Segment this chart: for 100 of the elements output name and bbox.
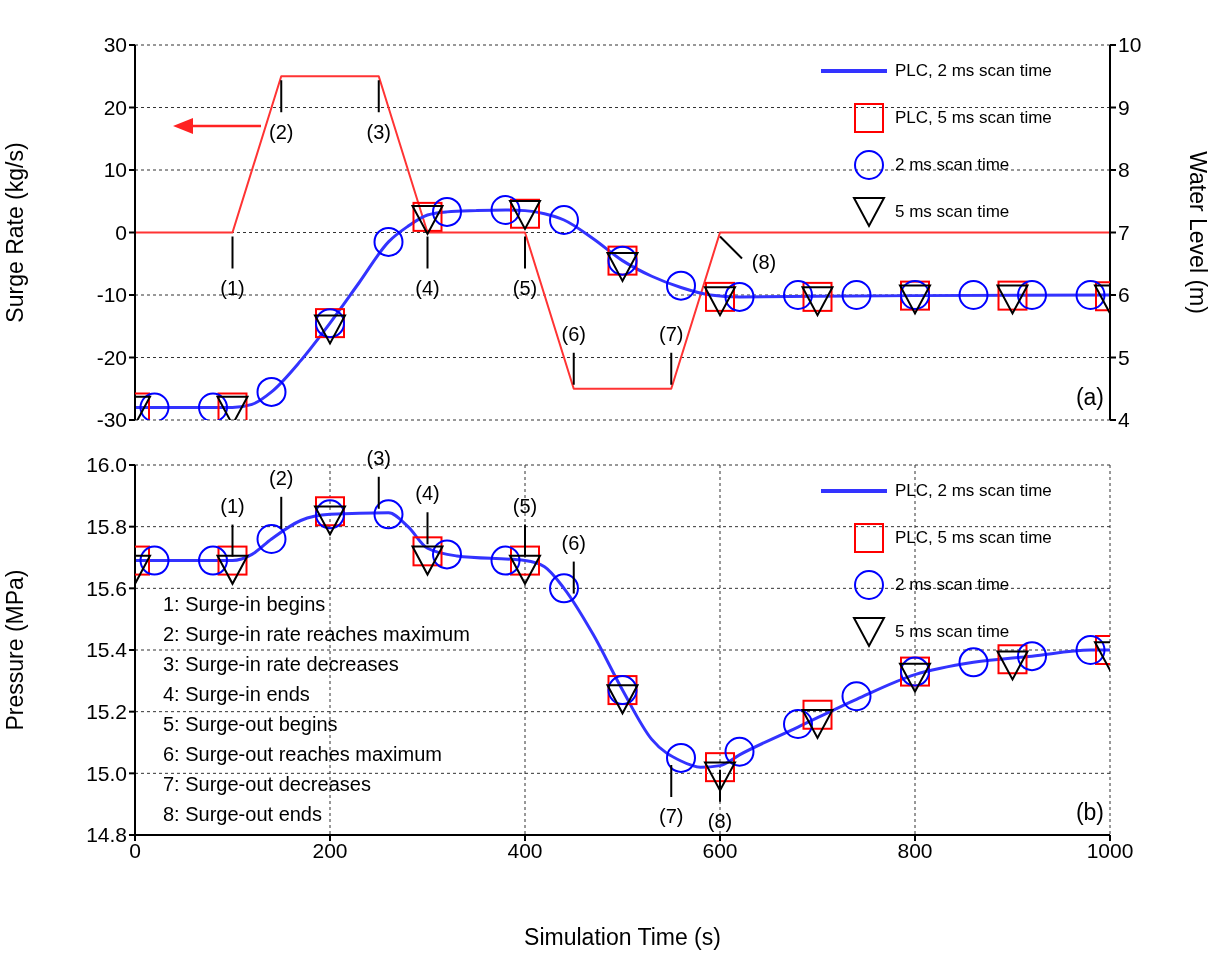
point <box>841 681 872 712</box>
legend-label: 5 ms scan time <box>895 621 1011 642</box>
point <box>606 251 639 282</box>
point <box>666 742 696 773</box>
y-tick-label: 30 <box>103 33 127 57</box>
annotation: 3: Surge-in rate decreases <box>163 652 400 677</box>
x-tick-label: 800 <box>897 838 933 862</box>
annotation: 8: Surge-out ends <box>163 802 323 827</box>
y-axis-title: Surge Rate (kg/s) <box>2 142 29 323</box>
y2-tick-label: 6 <box>1118 283 1130 307</box>
point <box>724 736 755 767</box>
point <box>256 376 287 407</box>
x-axis-title: Simulation Time (s) <box>524 924 721 950</box>
point <box>373 226 404 257</box>
annotation: (4) <box>415 276 440 299</box>
point <box>997 644 1028 675</box>
y2-tick-label: 9 <box>1118 95 1130 119</box>
y-tick-label: 0 <box>115 220 127 244</box>
annotation: (b) <box>1075 799 1104 826</box>
y-tick-label: -20 <box>96 345 127 369</box>
annotation: 4: Surge-in ends <box>163 682 311 707</box>
point <box>841 280 872 310</box>
point <box>509 554 541 585</box>
annotation: (5) <box>512 276 538 299</box>
legend-label: 2 ms scan time <box>895 154 1011 175</box>
point <box>666 270 696 301</box>
point <box>958 280 989 310</box>
point <box>411 545 444 576</box>
y-tick-label: 15.2 <box>86 700 127 724</box>
y-axis-title: Pressure (MPa) <box>2 569 29 731</box>
legend-label: 5 ms scan time <box>895 201 1011 222</box>
y-tick-label: 15.4 <box>86 638 128 662</box>
point <box>432 196 462 227</box>
point <box>412 536 443 567</box>
point <box>606 684 639 715</box>
y2-tick-label: 4 <box>1118 408 1130 432</box>
point <box>216 554 249 585</box>
y-tick-label: 20 <box>103 95 127 119</box>
point <box>490 545 521 576</box>
point <box>958 647 989 678</box>
legend-label: PLC, 2 ms scan time <box>895 480 1053 501</box>
annotation: (a) <box>1075 384 1104 411</box>
annotation: 7: Surge-out decreases <box>163 772 372 797</box>
point <box>783 709 813 739</box>
point <box>1017 641 1047 672</box>
point <box>198 392 228 420</box>
point <box>432 539 462 570</box>
legend-label: PLC, 5 ms scan time <box>895 527 1053 548</box>
x-tick-label: 400 <box>507 838 543 862</box>
y2-tick-label: 7 <box>1118 220 1130 244</box>
point <box>996 650 1029 681</box>
y-tick-label: 15.6 <box>86 576 127 600</box>
point <box>899 662 931 693</box>
point <box>510 545 540 576</box>
annotation: (6) <box>561 531 586 554</box>
y-tick-label: 16.0 <box>86 453 127 477</box>
annotation: 6: Surge-out reaches maximum <box>163 742 443 767</box>
point <box>314 505 346 536</box>
point <box>490 195 521 225</box>
point <box>198 545 228 576</box>
point <box>724 281 755 312</box>
y-tick-label: 15.8 <box>86 515 127 539</box>
annotation: 1: Surge-in begins <box>163 592 327 617</box>
annotation: (1) <box>220 494 245 517</box>
annotation: (3) <box>366 120 391 143</box>
y-tick-label: 14.8 <box>86 823 127 847</box>
point <box>217 545 248 576</box>
y2-tick-label: 10 <box>1118 33 1142 57</box>
point <box>549 573 579 604</box>
x-tick-label: 200 <box>312 838 348 862</box>
point <box>1075 280 1106 310</box>
point <box>139 392 170 420</box>
point <box>802 699 833 730</box>
annotation: (3) <box>366 446 391 469</box>
y-tick-label: -10 <box>96 283 127 307</box>
annotation: (1) <box>220 276 245 299</box>
point <box>705 752 735 783</box>
annotation: (7) <box>659 322 684 345</box>
y2-axis-title: Water Level (m) <box>1184 151 1211 314</box>
point <box>256 524 287 554</box>
annotation: (8) <box>751 250 777 273</box>
annotation: (5) <box>512 494 538 517</box>
point <box>549 205 579 235</box>
annotation: (6) <box>561 322 586 345</box>
point <box>139 545 170 576</box>
annotation: 5: Surge-out begins <box>163 712 339 737</box>
annotation: (2) <box>269 120 294 143</box>
annotation: (7) <box>659 805 684 828</box>
y2-tick-label: 5 <box>1118 345 1130 369</box>
legend-label: PLC, 2 ms scan time <box>895 60 1053 81</box>
x-tick-label: 600 <box>702 838 738 862</box>
y-tick-label: -30 <box>96 408 127 432</box>
point <box>783 280 813 310</box>
point <box>373 499 404 530</box>
point <box>1017 280 1047 310</box>
annotation: (4) <box>415 482 440 505</box>
point <box>704 761 736 792</box>
x-tick-label: 1000 <box>1086 838 1134 862</box>
point <box>801 709 834 739</box>
y-tick-label: 10 <box>103 158 127 182</box>
